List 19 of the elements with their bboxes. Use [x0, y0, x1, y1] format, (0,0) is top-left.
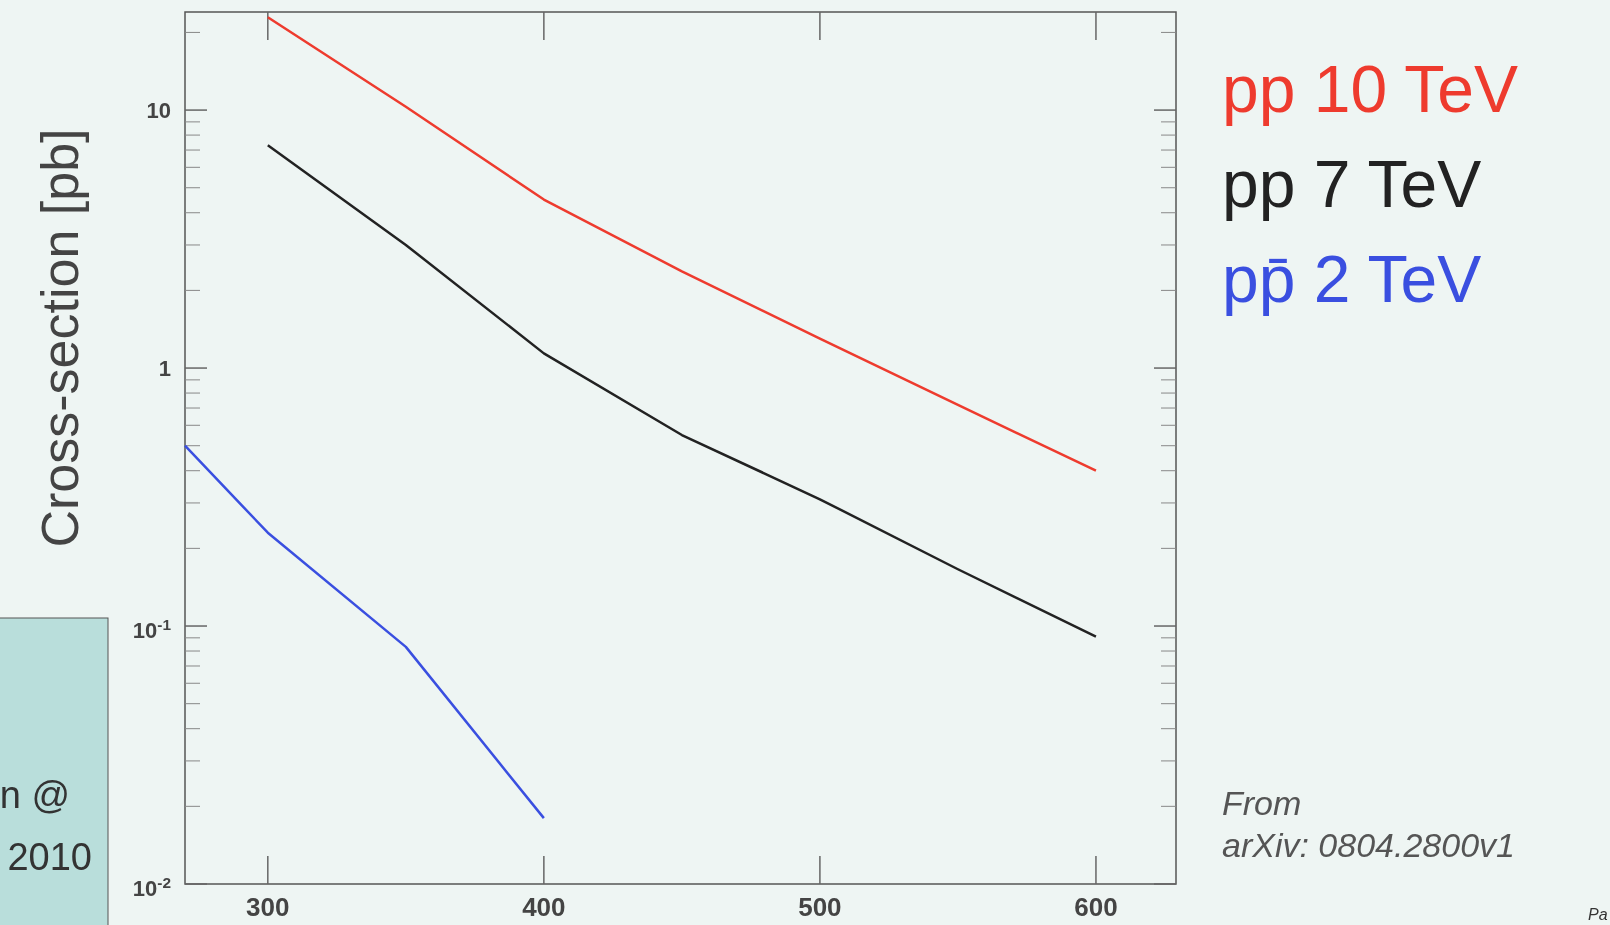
x-tick-label: 500 — [798, 892, 842, 922]
text: pp 7 TeV — [1222, 147, 1482, 221]
y-axis-title: Cross-section [pb] — [31, 128, 89, 548]
text: pp 10 TeV — [1222, 52, 1519, 126]
y-tick-label: 10$^{-2}$ — [132, 873, 171, 901]
text: Pa — [1588, 906, 1608, 923]
text: pp̄ 2 TeV — [1222, 242, 1482, 316]
x-tick-label: 600 — [1074, 892, 1118, 922]
line-series — [266, 144, 1098, 638]
line-series — [183, 444, 546, 820]
x-tick-label: 400 — [522, 892, 566, 922]
text: n @ — [0, 774, 70, 816]
text: 2010 — [7, 836, 92, 878]
text: From arXiv: 0804.2800v1 — [1222, 784, 1515, 864]
y-tick-label: 10 — [146, 98, 171, 124]
x-tick-label: 300 — [246, 892, 290, 922]
line-series — [266, 16, 1098, 472]
y-tick-label: 1 — [158, 356, 171, 382]
y-tick-label: 10$^{-1}$ — [132, 615, 172, 644]
